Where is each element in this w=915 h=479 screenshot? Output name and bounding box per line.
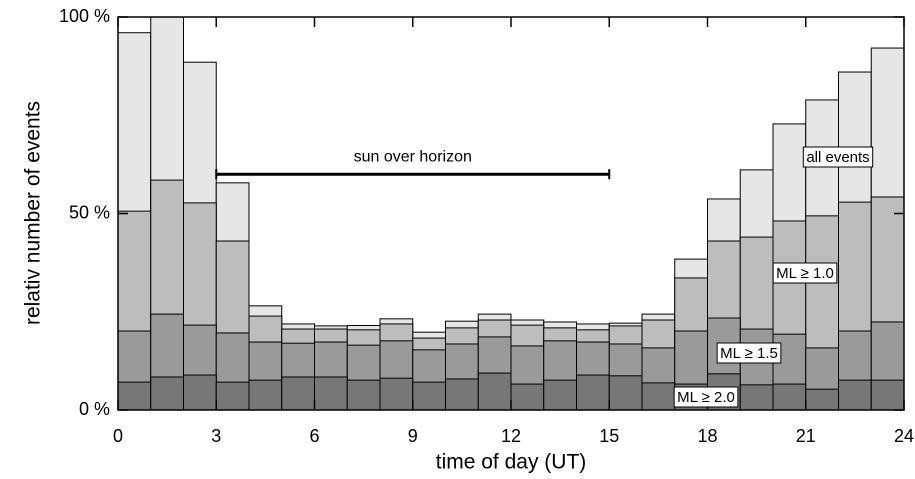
bar [739, 384, 774, 411]
bar [314, 376, 348, 411]
x-tick-label: 9 [408, 426, 418, 446]
bar [477, 372, 512, 411]
bar [641, 382, 676, 411]
x-tick-label: 6 [309, 426, 319, 446]
y-tick-label: 100 % [59, 6, 110, 26]
y-axis-title: relativ number of events [22, 101, 45, 325]
bar [215, 381, 250, 411]
bar [838, 379, 872, 411]
series-label: ML ≥ 1.5 [720, 345, 778, 362]
x-tick-label: 0 [113, 426, 123, 446]
bar [346, 379, 381, 411]
bar [379, 377, 414, 411]
series-label: ML ≥ 2.0 [677, 389, 735, 406]
bar [805, 388, 839, 411]
x-tick-label: 15 [599, 426, 619, 446]
bar [281, 376, 315, 411]
series-label: ML ≥ 1.0 [776, 265, 834, 282]
series-label-box [673, 386, 739, 408]
bar [772, 383, 807, 411]
bar [183, 374, 217, 411]
bar [608, 375, 643, 411]
bar [445, 378, 479, 411]
series-label-box [802, 146, 874, 168]
x-tick-label: 3 [211, 426, 221, 446]
x-tick-label: 18 [697, 426, 717, 446]
annotation-text: sun over horizon [354, 148, 472, 165]
series-label-box [772, 262, 838, 284]
bar [117, 381, 152, 411]
x-tick-label: 21 [796, 426, 816, 446]
x-tick-label: 24 [894, 426, 914, 446]
bar [150, 376, 184, 411]
bar [248, 379, 283, 411]
y-tick-label: 0 % [79, 399, 110, 419]
bar [543, 379, 577, 411]
series-label: all events [806, 149, 869, 166]
bar [870, 379, 905, 411]
bar [510, 383, 545, 411]
bar [576, 374, 610, 411]
bar [412, 381, 446, 411]
y-tick-label: 50 % [69, 202, 110, 222]
x-axis-title: time of day (UT) [436, 451, 587, 474]
series-label-box [716, 342, 782, 364]
x-tick-label: 12 [501, 426, 521, 446]
